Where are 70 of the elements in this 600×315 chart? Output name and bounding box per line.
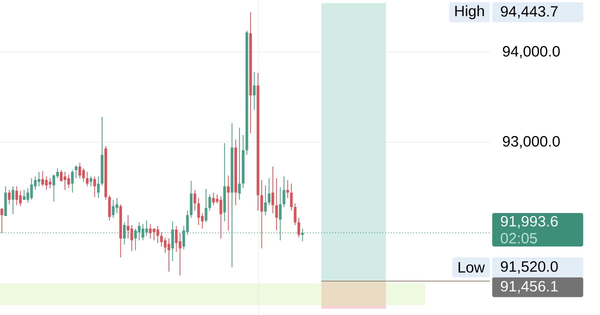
candlestick [41,170,44,187]
text: 94,443.7 [500,6,558,18]
candlestick [252,72,256,110]
candlestick [86,172,89,187]
candlestick [190,180,193,218]
candlestick [19,190,22,206]
candlestick [64,172,66,190]
candlestick [52,174,56,202]
text: 02:05 [500,232,537,244]
candlestick [152,228,156,241]
candlestick [15,186,18,206]
candlestick [116,198,118,214]
candlestick [112,199,115,218]
candlestick [60,170,63,182]
candlestick [74,165,78,179]
text: 91,520.0 [500,261,558,274]
candlestick [275,178,278,231]
candlestick [208,194,212,211]
candlestick [126,214,130,239]
candlestick [82,168,85,182]
candlestick [134,228,137,251]
ref-line-label: 91,456.1 [500,280,558,294]
y-tick-label: 93,000.0 [502,136,560,148]
candlestick [30,178,33,200]
candlestick [149,224,152,239]
candlestick [67,174,70,188]
candlestick [90,176,92,187]
annotation: High [455,5,484,20]
candlestick [197,198,200,226]
candlestick [290,183,293,211]
candlestick [0,208,4,234]
candlestick [168,238,170,272]
candlestick [108,194,111,221]
candlestick [212,192,215,206]
candlestick [8,190,11,205]
candlestick [26,188,30,203]
candlestick [142,224,144,241]
candlestick [220,196,222,239]
candlestick [93,176,96,198]
y-tick-label: 94,000.0 [502,46,560,58]
candlestick [194,190,196,211]
candlestick [45,176,48,190]
candlestick [22,190,26,200]
ref-line-label: 91,993.6 [500,216,558,228]
candlestick [171,221,174,262]
candlestick [145,220,148,236]
candlestick [164,237,167,254]
candlestick [138,222,141,241]
candlestick [272,166,274,214]
candlestick [160,232,163,247]
candlestick [204,188,208,223]
candlestick [4,186,7,216]
candlestick [278,186,282,241]
annotation: Low [458,262,485,273]
candlestick [71,170,74,193]
candlestick [301,228,304,242]
candlestick [294,203,296,226]
candlestick [282,176,286,208]
candlestick [178,232,182,276]
candlestick [78,162,82,179]
candlestick [174,226,178,252]
candlestick [297,217,300,238]
candlestick [123,222,126,246]
candlestick [12,186,14,215]
candlestick [226,175,230,231]
candlestick [260,180,264,249]
candlestick [156,226,160,244]
candlestick [38,172,40,187]
candlestick [238,127,241,200]
candlestick [130,224,134,252]
